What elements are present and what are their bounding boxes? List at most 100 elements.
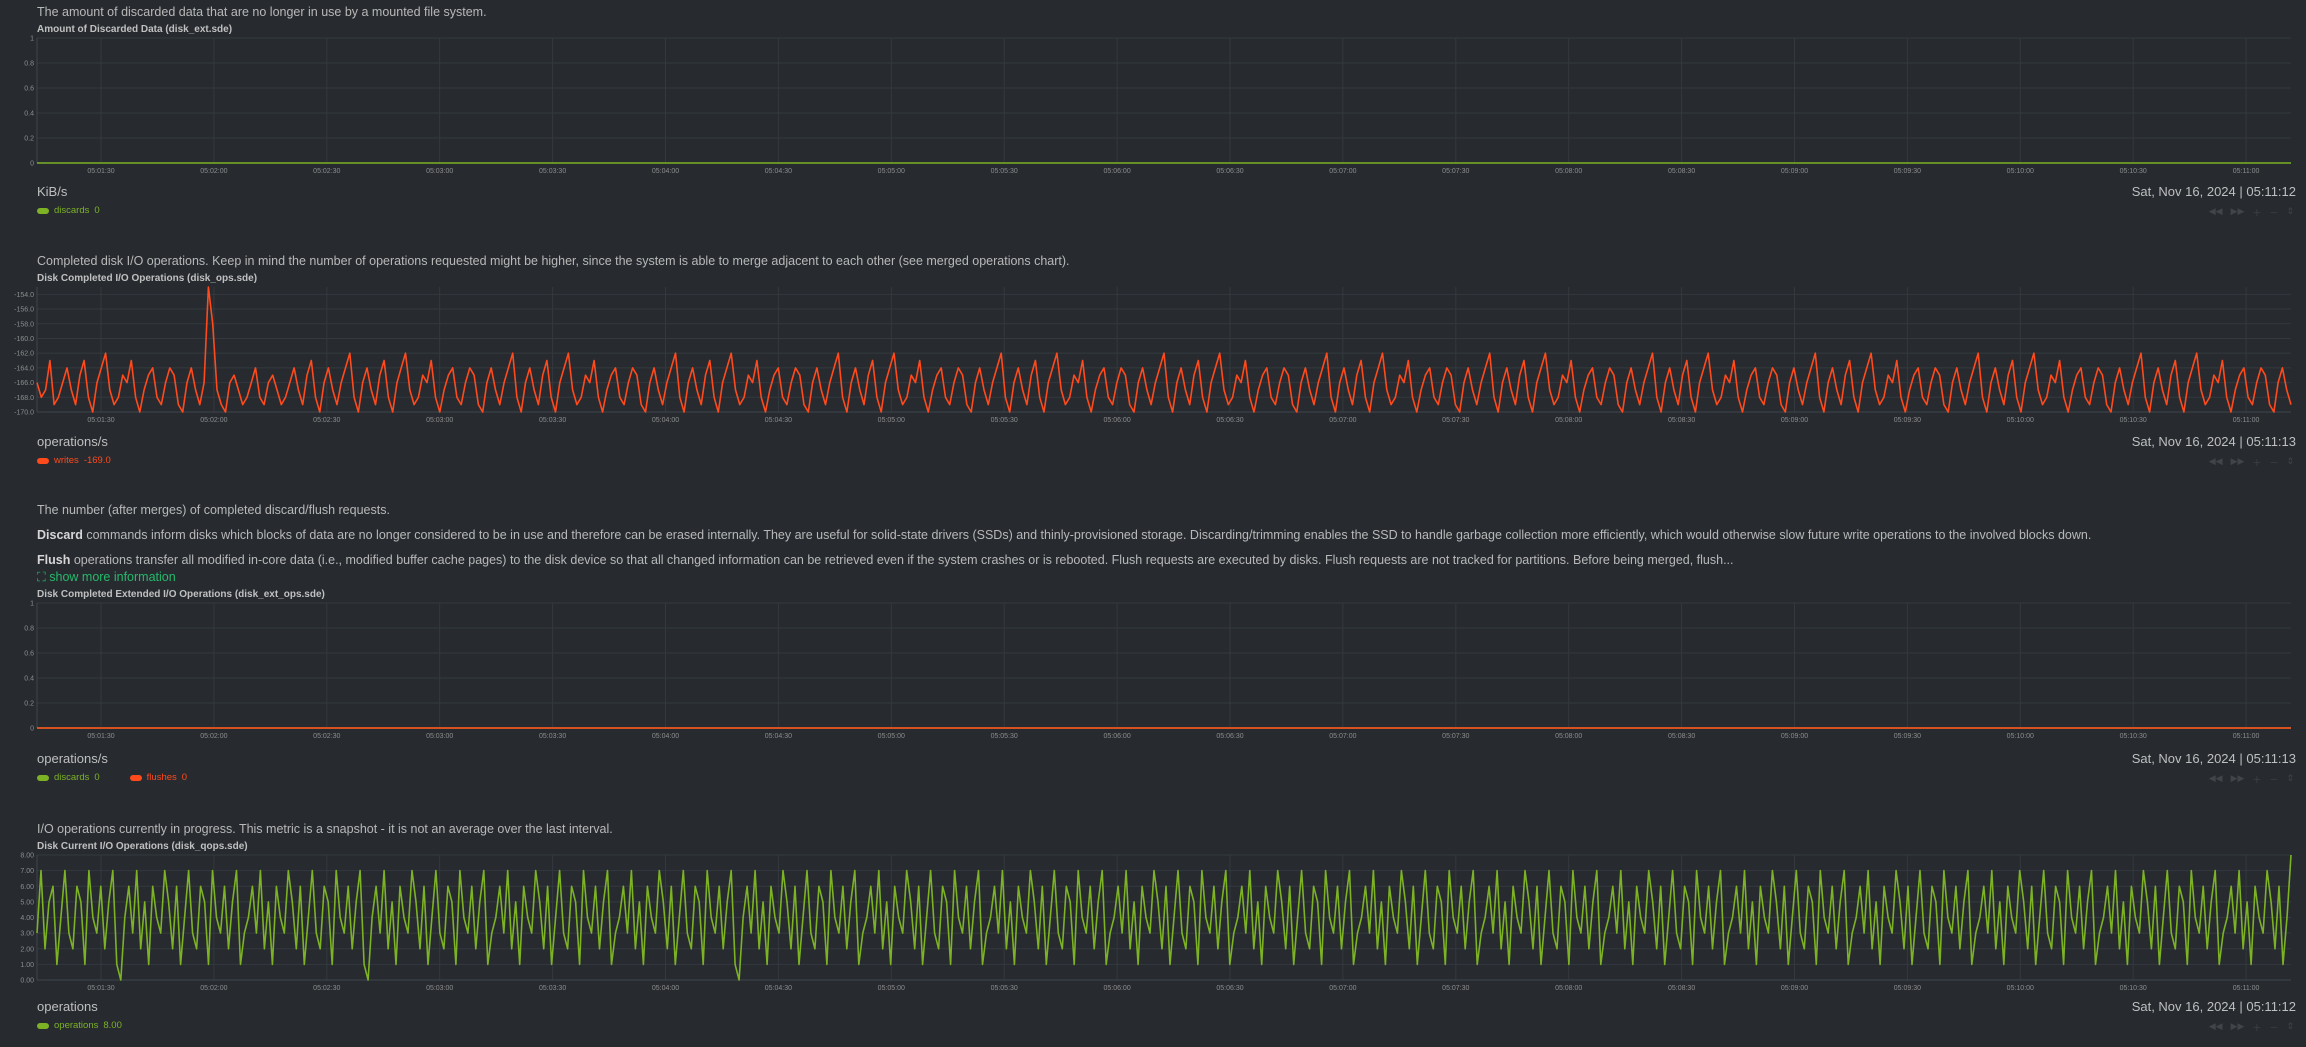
y-tick-label: -154.0 (14, 292, 34, 299)
legend-swatch (129, 774, 142, 781)
x-tick-label: 05:02:30 (313, 168, 340, 175)
legend-item-flushes[interactable]: flushes 0 (129, 772, 187, 783)
x-tick-label: 05:08:00 (1555, 733, 1582, 740)
x-tick-label: 05:10:00 (2007, 417, 2034, 424)
x-tick-label: 05:09:30 (1894, 985, 1921, 992)
zoom-out-icon[interactable]: － (2269, 1023, 2279, 1033)
zoom-out-icon[interactable]: － (2269, 208, 2279, 218)
x-tick-label: 05:06:00 (1103, 733, 1130, 740)
x-tick-label: 05:05:00 (878, 417, 905, 424)
legend-item-operations[interactable]: operations 8.00 (37, 1020, 122, 1031)
chart-legend: discards 0 flushes 0 (37, 772, 187, 783)
chart-timestamp: Sat, Nov 16, 2024 | 05:11:12 (2131, 999, 2296, 1014)
x-tick-label: 05:08:00 (1555, 985, 1582, 992)
x-tick-label: 05:01:30 (87, 168, 114, 175)
series-line-writes (36, 286, 2292, 413)
legend-item-discards[interactable]: discards 0 (37, 772, 100, 783)
resize-icon[interactable]: ⇕ (2286, 456, 2294, 466)
y-tick-label: 0.6 (24, 651, 34, 658)
x-tick-label: 05:05:00 (878, 985, 905, 992)
x-tick-label: 05:10:00 (2007, 985, 2034, 992)
x-tick-label: 05:04:30 (765, 733, 792, 740)
chart-svg[interactable]: -170.0 -168.0 -166.0 -164.0 -162.0 -160.0 -158… (14, 286, 2292, 427)
x-tick-label: 05:03:00 (426, 417, 453, 424)
x-tick-label: 05:05:30 (991, 417, 1018, 424)
chart-title: Amount of Discarded Data (disk_ext.sde) (37, 24, 233, 35)
x-tick-label: 05:02:30 (313, 417, 340, 424)
legend-value: 0 (94, 205, 100, 216)
x-tick-label: 05:07:00 (1329, 985, 1356, 992)
y-tick-label: 2.00 (20, 946, 34, 953)
chart-svg[interactable]: 0.00 1.00 2.00 3.00 4.00 5.00 6.00 7.00 8.00 05:0… (20, 853, 2292, 995)
x-tick-label: 05:09:00 (1781, 168, 1808, 175)
chart-timestamp: Sat, Nov 16, 2024 | 05:11:13 (2131, 434, 2296, 449)
x-tick-label: 05:06:00 (1103, 168, 1130, 175)
chart-svg[interactable]: 0 0.2 0.4 0.6 0.8 1 05:01:30 05:02:00 05:02:30 05… (24, 36, 2291, 178)
x-tick-label: 05:02:00 (200, 168, 227, 175)
resize-icon[interactable]: ⇕ (2286, 1021, 2294, 1031)
chart-timestamp: Sat, Nov 16, 2024 | 05:11:13 (2131, 751, 2296, 766)
chart-plot[interactable]: 0 0.2 0.4 0.6 0.8 1 05:01:30 05:02:00 05:02:30 05… (24, 601, 2291, 743)
chart-svg[interactable]: 0 0.2 0.4 0.6 0.8 1 05:01:30 05:02:00 05:02:30 05… (24, 601, 2291, 743)
x-tick-label: 05:06:00 (1103, 417, 1130, 424)
x-tick-label: 05:07:30 (1442, 733, 1469, 740)
chart-plot[interactable]: 0.00 1.00 2.00 3.00 4.00 5.00 6.00 7.00 8.00 05:0… (20, 853, 2292, 995)
y-tick-label: 0.8 (24, 626, 34, 633)
x-tick-label: 05:05:30 (991, 985, 1018, 992)
chart-plot[interactable]: 0 0.2 0.4 0.6 0.8 1 05:01:30 05:02:00 05:02:30 05… (24, 36, 2291, 178)
rewind-icon[interactable]: ◀◀ (2208, 773, 2223, 783)
legend-item-discards[interactable]: discards 0 (37, 205, 100, 216)
chart-toolbar: ◀◀ ▶▶ ＋ － ⇕ (2209, 456, 2294, 469)
rewind-icon[interactable]: ◀◀ (2208, 206, 2223, 216)
rewind-icon[interactable]: ◀◀ (2208, 1021, 2223, 1031)
y-tick-label: -164.0 (14, 365, 34, 372)
x-tick-label: 05:07:30 (1442, 417, 1469, 424)
rewind-icon[interactable]: ◀◀ (2208, 456, 2223, 466)
y-tick-label: 0.8 (24, 61, 34, 68)
zoom-in-icon[interactable]: ＋ (2252, 1023, 2262, 1033)
x-tick-label: 05:01:30 (87, 985, 114, 992)
show-more-link[interactable]: ⛶ show more information (37, 570, 176, 585)
x-tick-label: 05:10:00 (2007, 168, 2034, 175)
legend-value: -169.0 (83, 455, 111, 466)
x-tick-label: 05:02:00 (200, 733, 227, 740)
x-tick-label: 05:05:30 (991, 733, 1018, 740)
x-tick-label: 05:08:00 (1555, 417, 1582, 424)
x-tick-label: 05:03:30 (539, 417, 566, 424)
chart-section-current-io: I/O operations currently in progress. Th… (0, 820, 2306, 1047)
y-tick-label: 1 (30, 36, 34, 43)
chart-section-discarded-data: The amount of discarded data that are no… (0, 0, 2306, 250)
x-tick-label: 05:03:30 (539, 168, 566, 175)
x-tick-label: 05:03:00 (426, 985, 453, 992)
x-tick-label: 05:04:00 (652, 168, 679, 175)
legend-item-writes[interactable]: writes -169.0 (37, 455, 111, 466)
x-tick-label: 05:08:30 (1668, 985, 1695, 992)
x-tick-label: 05:04:00 (652, 985, 679, 992)
fast-forward-icon[interactable]: ▶▶ (2230, 773, 2245, 783)
legend-swatch (37, 207, 49, 214)
chart-title: Disk Completed Extended I/O Operations (… (37, 589, 325, 600)
x-tick-label: 05:10:30 (2120, 985, 2147, 992)
chart-description: The amount of discarded data that are no… (37, 5, 487, 19)
x-tick-label: 05:02:00 (200, 417, 227, 424)
x-tick-label: 05:08:30 (1668, 168, 1695, 175)
zoom-in-icon[interactable]: ＋ (2252, 458, 2262, 468)
resize-icon[interactable]: ⇕ (2286, 206, 2294, 216)
fast-forward-icon[interactable]: ▶▶ (2230, 206, 2245, 216)
zoom-in-icon[interactable]: ＋ (2252, 775, 2262, 785)
zoom-in-icon[interactable]: ＋ (2252, 208, 2262, 218)
x-tick-label: 05:09:00 (1781, 985, 1808, 992)
fast-forward-icon[interactable]: ▶▶ (2230, 1021, 2245, 1031)
y-tick-label: 0 (30, 161, 34, 168)
discard-term: Discard (37, 528, 83, 542)
zoom-out-icon[interactable]: － (2269, 775, 2279, 785)
x-tick-label: 05:01:30 (87, 417, 114, 424)
x-tick-label: 05:10:30 (2120, 168, 2147, 175)
chart-plot[interactable]: -170.0 -168.0 -166.0 -164.0 -162.0 -160.0 -158… (14, 286, 2292, 427)
y-tick-label: 6.00 (20, 884, 34, 891)
zoom-out-icon[interactable]: － (2269, 458, 2279, 468)
fast-forward-icon[interactable]: ▶▶ (2230, 456, 2245, 466)
resize-icon[interactable]: ⇕ (2286, 773, 2294, 783)
chart-timestamp: Sat, Nov 16, 2024 | 05:11:12 (2131, 184, 2296, 199)
flush-explanation: Flush operations transfer all modified i… (37, 553, 1734, 567)
